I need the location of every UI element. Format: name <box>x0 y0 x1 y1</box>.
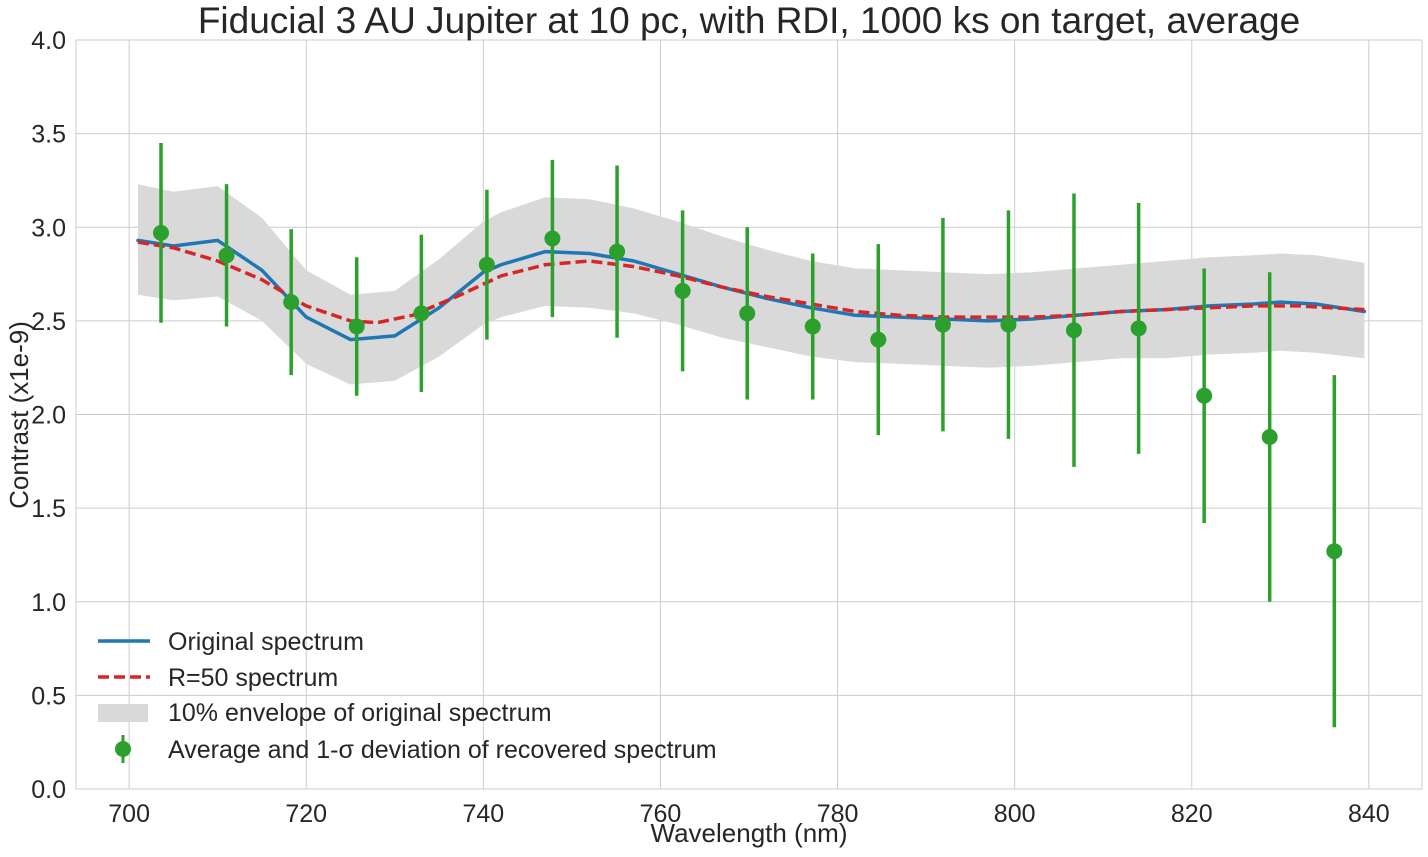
legend: Original spectrum R=50 spectrum 10% enve… <box>98 628 717 764</box>
recovered-marker <box>544 230 561 247</box>
recovered-point <box>739 227 756 400</box>
recovered-point <box>478 189 495 340</box>
chart-title: Fiducial 3 AU Jupiter at 10 pc, with RDI… <box>198 0 1300 41</box>
y-tick-label: 1.5 <box>31 495 66 523</box>
y-tick-label: 1.0 <box>31 589 66 617</box>
x-axis-label: Wavelength (nm) <box>651 818 848 848</box>
recovered-point <box>1196 268 1213 524</box>
recovered-marker <box>934 316 951 333</box>
legend-label-original: Original spectrum <box>168 628 364 656</box>
x-tick-labels: 700 720 740 760 780 800 820 840 <box>108 800 1389 828</box>
y-tick-label: 2.5 <box>31 308 66 336</box>
recovered-marker <box>804 318 821 335</box>
y-axis-label: Contrast (x1e-9) <box>4 321 34 509</box>
recovered-point <box>1261 272 1278 602</box>
recovered-point <box>1000 210 1017 439</box>
legend-label-envelope: 10% envelope of original spectrum <box>168 699 552 727</box>
x-tick-label: 840 <box>1348 800 1390 828</box>
x-tick-label: 780 <box>817 800 859 828</box>
line-layer <box>136 238 1367 342</box>
recovered-point <box>674 210 691 372</box>
envelope-band <box>138 184 1365 385</box>
legend-label-recovered: Average and 1-σ deviation of recovered s… <box>168 736 717 764</box>
legend-entry-recovered: Average and 1-σ deviation of recovered s… <box>115 735 717 764</box>
recovered-marker <box>283 294 300 311</box>
y-tick-label: 4.0 <box>31 27 66 55</box>
y-tick-label: 0.5 <box>31 682 66 710</box>
legend-entry-original: Original spectrum <box>98 628 364 656</box>
legend-entry-r50: R=50 spectrum <box>98 664 338 692</box>
recovered-marker <box>478 256 495 273</box>
recovered-marker <box>1326 543 1343 560</box>
recovered-marker <box>1000 316 1017 333</box>
recovered-point <box>609 165 626 338</box>
x-tick-label: 800 <box>994 800 1036 828</box>
x-tick-label: 700 <box>108 800 150 828</box>
x-tick-label: 740 <box>462 800 504 828</box>
recovered-point <box>413 234 430 393</box>
recovered-marker <box>1196 387 1213 404</box>
legend-swatch-recovered-marker <box>115 741 131 757</box>
legend-label-r50: R=50 spectrum <box>168 664 338 692</box>
y-tick-label: 2.0 <box>31 402 66 430</box>
legend-entry-envelope: 10% envelope of original spectrum <box>98 699 552 727</box>
recovered-point <box>870 244 887 436</box>
recovered-point <box>804 253 821 400</box>
r50-spectrum-line <box>137 240 1365 325</box>
recovered-point <box>218 184 235 327</box>
recovered-point <box>153 142 170 323</box>
recovered-point <box>348 257 365 396</box>
y-tick-label: 3.5 <box>31 121 66 149</box>
band-layer <box>138 184 1365 385</box>
recovered-marker <box>413 305 430 322</box>
y-tick-label: 0.0 <box>31 776 66 804</box>
recovered-marker <box>609 243 626 260</box>
recovered-marker <box>739 305 756 322</box>
x-tick-label: 760 <box>640 800 682 828</box>
recovered-point <box>1065 193 1082 467</box>
recovered-marker <box>674 282 691 299</box>
x-tick-label: 720 <box>285 800 327 828</box>
recovered-point <box>934 217 951 432</box>
recovered-point <box>1130 202 1147 454</box>
recovered-marker <box>1130 320 1147 337</box>
recovered-marker <box>870 331 887 348</box>
x-tick-label: 820 <box>1171 800 1213 828</box>
y-tick-labels: 0.0 0.5 1.0 1.5 2.0 2.5 3.0 3.5 4.0 <box>31 27 66 804</box>
recovered-point <box>283 229 300 376</box>
recovered-marker <box>218 247 235 264</box>
y-tick-label: 3.0 <box>31 214 66 242</box>
recovered-marker <box>1261 428 1278 445</box>
errorbar-layer <box>153 142 1343 728</box>
recovered-marker <box>1065 322 1082 339</box>
recovered-point <box>1326 375 1343 728</box>
legend-swatch-envelope <box>98 704 148 722</box>
recovered-marker <box>153 224 170 241</box>
plot-frame <box>75 39 1423 790</box>
recovered-point <box>544 159 561 318</box>
recovered-marker <box>348 318 365 335</box>
